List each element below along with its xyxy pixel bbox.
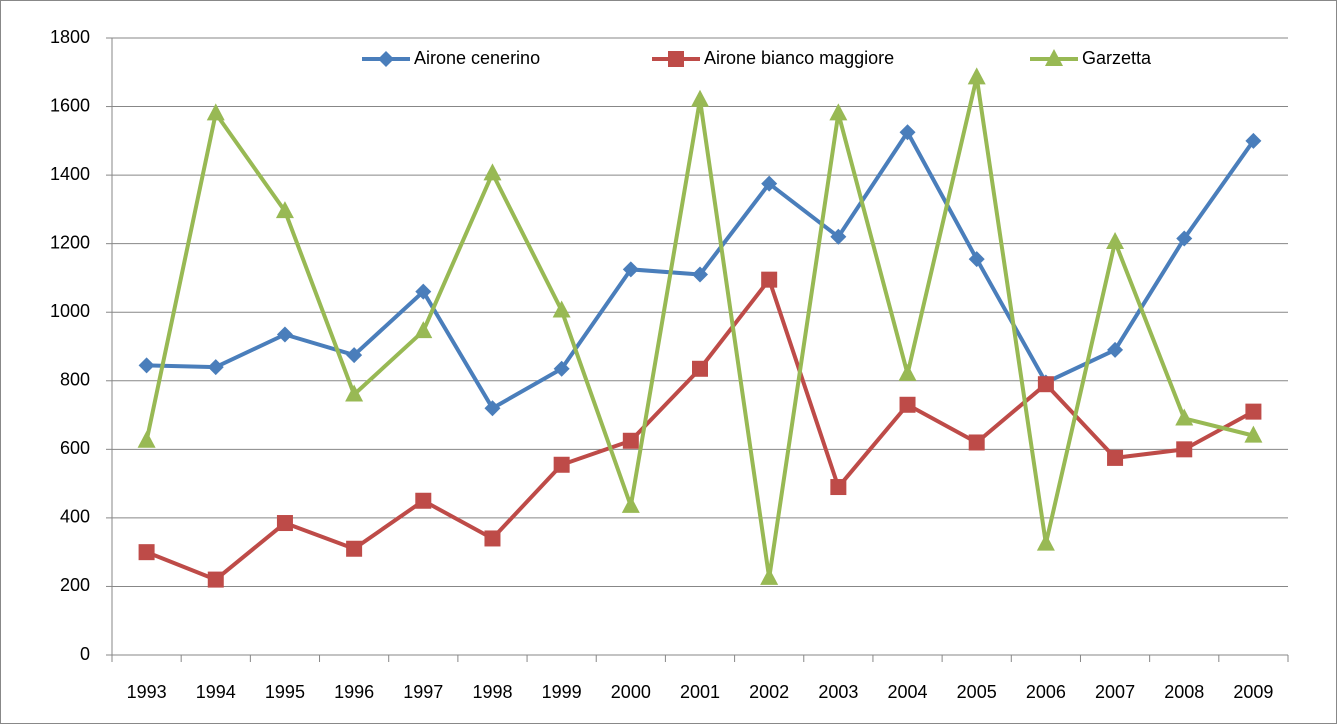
legend-label: Airone bianco maggiore (704, 48, 894, 68)
x-tick-label: 1996 (334, 682, 374, 702)
point (1107, 341, 1124, 358)
legend-marker (378, 51, 394, 67)
point (414, 321, 433, 339)
point (137, 430, 156, 448)
point (484, 530, 501, 547)
x-tick-label: 2005 (957, 682, 997, 702)
point (415, 283, 432, 300)
y-tick-label: 600 (60, 438, 90, 458)
x-tick-label: 1997 (403, 682, 443, 702)
legend-label: Garzetta (1082, 48, 1152, 68)
x-tick-label: 2009 (1233, 682, 1273, 702)
x-tick-label: 2002 (749, 682, 789, 702)
y-tick-label: 0 (80, 644, 90, 664)
point (830, 228, 847, 245)
point (1245, 403, 1262, 420)
point (1176, 230, 1193, 247)
point (553, 360, 570, 377)
point (899, 124, 916, 141)
point (761, 271, 778, 288)
point (1176, 441, 1193, 458)
x-tick-label: 1998 (472, 682, 512, 702)
x-tick-label: 2008 (1164, 682, 1204, 702)
point (1036, 533, 1055, 551)
point (622, 432, 639, 449)
point (1244, 425, 1263, 443)
point (621, 495, 640, 513)
point (1107, 449, 1124, 466)
point (552, 300, 571, 318)
point (207, 571, 224, 588)
point (275, 201, 294, 219)
point (346, 540, 363, 557)
x-tick-label: 2000 (611, 682, 651, 702)
point (553, 456, 570, 473)
point (968, 251, 985, 268)
point (622, 261, 639, 278)
x-tick-label: 2007 (1095, 682, 1135, 702)
point (899, 396, 916, 413)
y-tick-label: 1000 (50, 301, 90, 321)
point (483, 163, 502, 181)
x-tick-label: 2003 (818, 682, 858, 702)
point (692, 266, 708, 283)
point (138, 544, 155, 561)
y-tick-label: 400 (60, 507, 90, 527)
point (691, 89, 709, 107)
point (830, 479, 847, 496)
point (1245, 132, 1262, 149)
point (898, 363, 917, 381)
y-tick-label: 1800 (50, 27, 90, 47)
legend-marker (1045, 49, 1063, 66)
point (692, 360, 708, 377)
point (761, 175, 778, 192)
point (415, 492, 432, 509)
point (967, 67, 986, 85)
x-tick-label: 2001 (680, 682, 720, 702)
y-tick-label: 800 (60, 370, 90, 390)
point (138, 357, 155, 374)
x-tick-label: 2006 (1026, 682, 1066, 702)
point (206, 103, 225, 121)
point (207, 359, 224, 376)
point (276, 515, 293, 532)
y-tick-label: 1400 (50, 164, 90, 184)
point (276, 326, 293, 343)
x-tick-label: 1994 (196, 682, 236, 702)
x-tick-label: 1999 (542, 682, 582, 702)
point (484, 400, 501, 417)
y-tick-label: 1200 (50, 232, 90, 252)
y-tick-label: 200 (60, 575, 90, 595)
x-tick-label: 2004 (888, 682, 928, 702)
legend-marker (668, 51, 684, 67)
point (1106, 231, 1125, 249)
point (345, 384, 364, 402)
legend-label: Airone cenerino (414, 48, 540, 68)
point (760, 567, 779, 585)
point (1037, 376, 1054, 393)
point (346, 347, 363, 364)
point (1175, 408, 1194, 426)
x-tick-label: 1993 (127, 682, 167, 702)
y-tick-label: 1600 (50, 95, 90, 115)
x-tick-label: 1995 (265, 682, 305, 702)
point (968, 434, 985, 451)
point (829, 103, 848, 121)
